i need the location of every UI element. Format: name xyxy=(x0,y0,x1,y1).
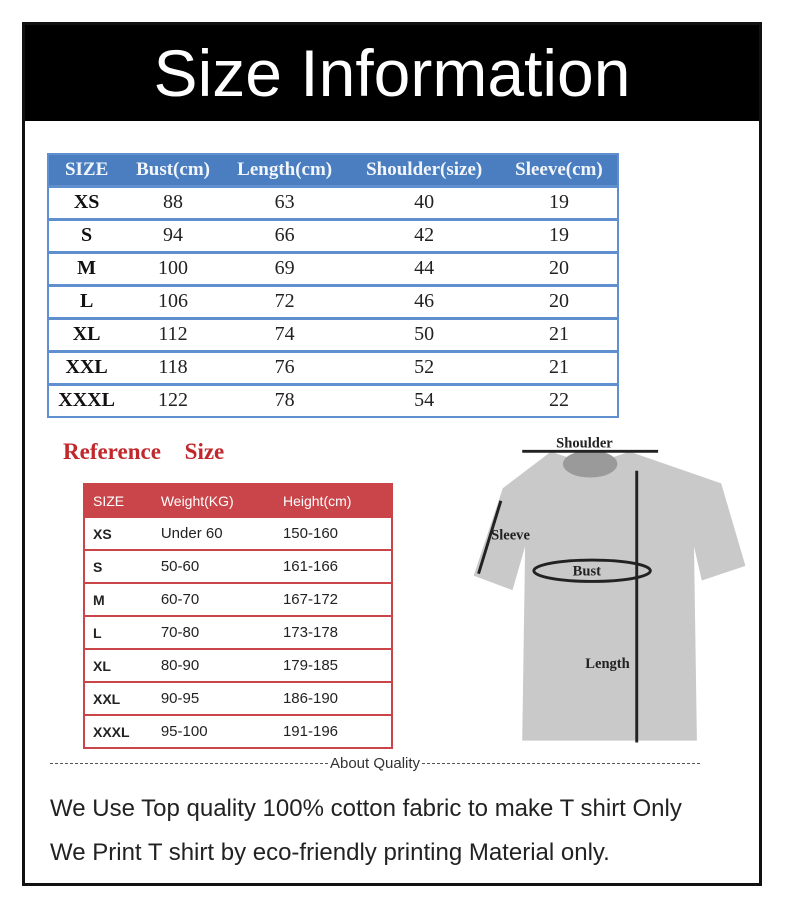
table-cell: 179-185 xyxy=(274,648,392,682)
shoulder-label: Shoulder xyxy=(556,435,613,451)
quality-line-1: We Use Top quality 100% cotton fabric to… xyxy=(50,795,682,822)
table-cell: 20 xyxy=(500,283,618,318)
table-cell: 80-90 xyxy=(152,648,275,682)
table-cell: 70-80 xyxy=(152,615,275,649)
table-cell: XXXL xyxy=(48,382,125,417)
length-label: Length xyxy=(585,656,629,672)
table-cell: L xyxy=(84,615,153,649)
table-cell: 150-160 xyxy=(274,516,392,550)
table-row: XXXL 95-100 191-196 xyxy=(84,714,392,748)
table-row: XXXL 122 78 54 22 xyxy=(48,382,618,417)
table-row: M 60-70 167-172 xyxy=(84,582,392,616)
table-cell: 50-60 xyxy=(152,549,275,583)
bust-ellipse xyxy=(532,558,652,583)
table-cell: 106 xyxy=(124,283,222,318)
table-cell: 21 xyxy=(500,316,618,351)
size-chart: Size Information SIZE Bust(cm) Length(cm) S… xyxy=(22,22,762,886)
table-cell: 186-190 xyxy=(274,681,392,715)
table-cell: 46 xyxy=(347,283,501,318)
column-header: Height(cm) xyxy=(274,484,392,517)
table-cell: Under 60 xyxy=(152,516,275,550)
table-cell: 44 xyxy=(347,250,501,285)
table-cell: 112 xyxy=(124,316,222,351)
table-cell: 90-95 xyxy=(152,681,275,715)
sleeve-label: Sleeve xyxy=(491,528,530,544)
column-header: Weight(KG) xyxy=(152,484,275,517)
table-cell: XL xyxy=(84,648,153,682)
size-table: SIZE Bust(cm) Length(cm) Shoulder(size) Slee… xyxy=(47,153,619,418)
column-header: Sleeve(cm) xyxy=(500,154,618,186)
column-header: SIZE xyxy=(48,154,125,186)
table-cell: 40 xyxy=(347,184,501,219)
table-row: M 100 69 44 20 xyxy=(48,250,618,285)
table-cell: 63 xyxy=(221,184,348,219)
table-cell: 88 xyxy=(124,184,222,219)
column-header: SIZE xyxy=(84,484,153,517)
table-cell: 21 xyxy=(500,349,618,384)
table-cell: 78 xyxy=(221,382,348,417)
table-cell: 60-70 xyxy=(152,582,275,616)
table-cell: XS xyxy=(48,184,125,219)
table-cell: 54 xyxy=(347,382,501,417)
sleeve-arrow xyxy=(477,500,503,575)
table-cell: 95-100 xyxy=(152,714,275,748)
table-cell: 72 xyxy=(221,283,348,318)
table-cell: L xyxy=(48,283,125,318)
table-cell: 50 xyxy=(347,316,501,351)
table-cell: S xyxy=(84,549,153,583)
table-cell: XXXL xyxy=(84,714,153,748)
table-cell: 74 xyxy=(221,316,348,351)
table-cell: 20 xyxy=(500,250,618,285)
page-title: Size Information xyxy=(25,25,759,121)
table-row: XXL 118 76 52 21 xyxy=(48,349,618,384)
table-row: S 50-60 161-166 xyxy=(84,549,392,583)
table-row: XL 80-90 179-185 xyxy=(84,648,392,682)
table-cell: XXL xyxy=(84,681,153,715)
table-cell: S xyxy=(48,217,125,252)
table-row: XS 88 63 40 19 xyxy=(48,184,618,219)
table-cell: 69 xyxy=(221,250,348,285)
column-header: Shoulder(size) xyxy=(347,154,501,186)
bust-label: Bust xyxy=(573,564,601,580)
table-cell: 19 xyxy=(500,184,618,219)
table-cell: 22 xyxy=(500,382,618,417)
quality-line-2: We Print T shirt by eco-friendly printin… xyxy=(50,839,610,866)
about-quality-heading: About Quality xyxy=(329,755,421,772)
table-row: XL 112 74 50 21 xyxy=(48,316,618,351)
table-cell: 173-178 xyxy=(274,615,392,649)
table-cell: XL xyxy=(48,316,125,351)
reference-table: SIZE Weight(KG) Height(cm) XS Under 60 150-16… xyxy=(83,483,393,749)
table-cell: 118 xyxy=(124,349,222,384)
table-cell: XXL xyxy=(48,349,125,384)
column-header: Bust(cm) xyxy=(124,154,222,186)
table-cell: 19 xyxy=(500,217,618,252)
table-cell: XS xyxy=(84,516,153,550)
table-row: S 94 66 42 19 xyxy=(48,217,618,252)
table-cell: M xyxy=(84,582,153,616)
tshirt-shape xyxy=(473,451,746,741)
table-cell: 52 xyxy=(347,349,501,384)
table-cell: 76 xyxy=(221,349,348,384)
table-cell: 94 xyxy=(124,217,222,252)
table-cell: 122 xyxy=(124,382,222,417)
table-row: L 70-80 173-178 xyxy=(84,615,392,649)
table-cell: 167-172 xyxy=(274,582,392,616)
table-cell: 100 xyxy=(124,250,222,285)
reference-title: Reference Size xyxy=(63,439,225,464)
tshirt-diagram: Shoulder Sleeve Bust Length xyxy=(473,435,746,743)
table-cell: 66 xyxy=(221,217,348,252)
table-row: XXL 90-95 186-190 xyxy=(84,681,392,715)
table-cell: 42 xyxy=(347,217,501,252)
column-header: Length(cm) xyxy=(221,154,348,186)
table-cell: M xyxy=(48,250,125,285)
table-row: XS Under 60 150-160 xyxy=(84,516,392,550)
table-cell: 161-166 xyxy=(274,549,392,583)
table-cell: 191-196 xyxy=(274,714,392,748)
about-quality-divider: About Quality xyxy=(50,755,700,772)
table-row: L 106 72 46 20 xyxy=(48,283,618,318)
